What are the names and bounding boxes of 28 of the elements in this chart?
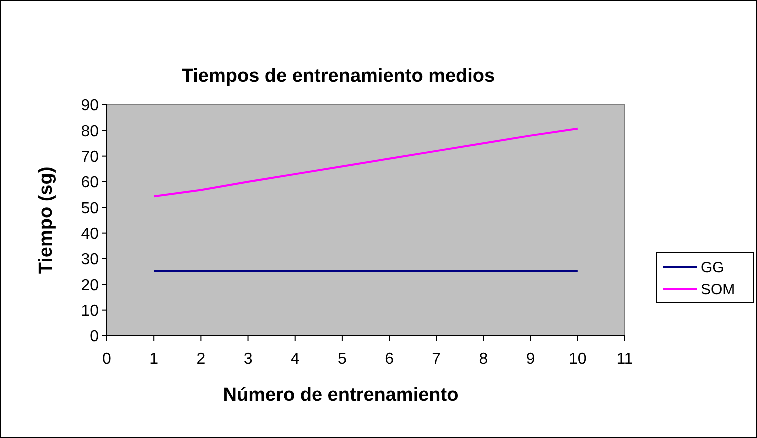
x-tick-label: 6: [385, 351, 394, 368]
x-tick-label: 2: [196, 351, 206, 368]
y-tick-label: 80: [81, 123, 100, 140]
y-tick-label: 30: [81, 252, 100, 269]
x-tick-label: 0: [102, 351, 112, 368]
x-tick-label: 4: [290, 351, 300, 368]
chart-title: Tiempos de entrenamiento medios: [182, 66, 496, 87]
line-series: [153, 128, 579, 198]
y-tick-label: 70: [81, 148, 100, 166]
y-axis-title: Tiempo (sg): [36, 166, 57, 274]
y-tick-label: 90: [81, 98, 100, 115]
x-tick-label: 7: [432, 351, 442, 368]
x-tick-label: 11: [616, 351, 634, 368]
y-tick-label: 40: [81, 226, 100, 243]
x-tick-label: 5: [338, 351, 347, 368]
y-tick-label: 50: [81, 200, 100, 218]
y-tick-label: 10: [81, 302, 100, 320]
legend-label: GG: [701, 259, 724, 276]
x-axis-title: Número de entrenamiento: [223, 385, 459, 406]
x-tick-label: 8: [479, 351, 488, 368]
legend-label: SOM: [701, 281, 736, 298]
y-tick-label: 60: [81, 174, 100, 192]
x-tick-label: 1: [150, 351, 159, 368]
x-tick-label: 3: [244, 351, 253, 368]
x-tick-label: 10: [569, 351, 587, 368]
x-tick-label: 9: [526, 351, 536, 368]
y-tick-label: 0: [90, 328, 100, 346]
y-tick-label: 20: [81, 277, 100, 294]
